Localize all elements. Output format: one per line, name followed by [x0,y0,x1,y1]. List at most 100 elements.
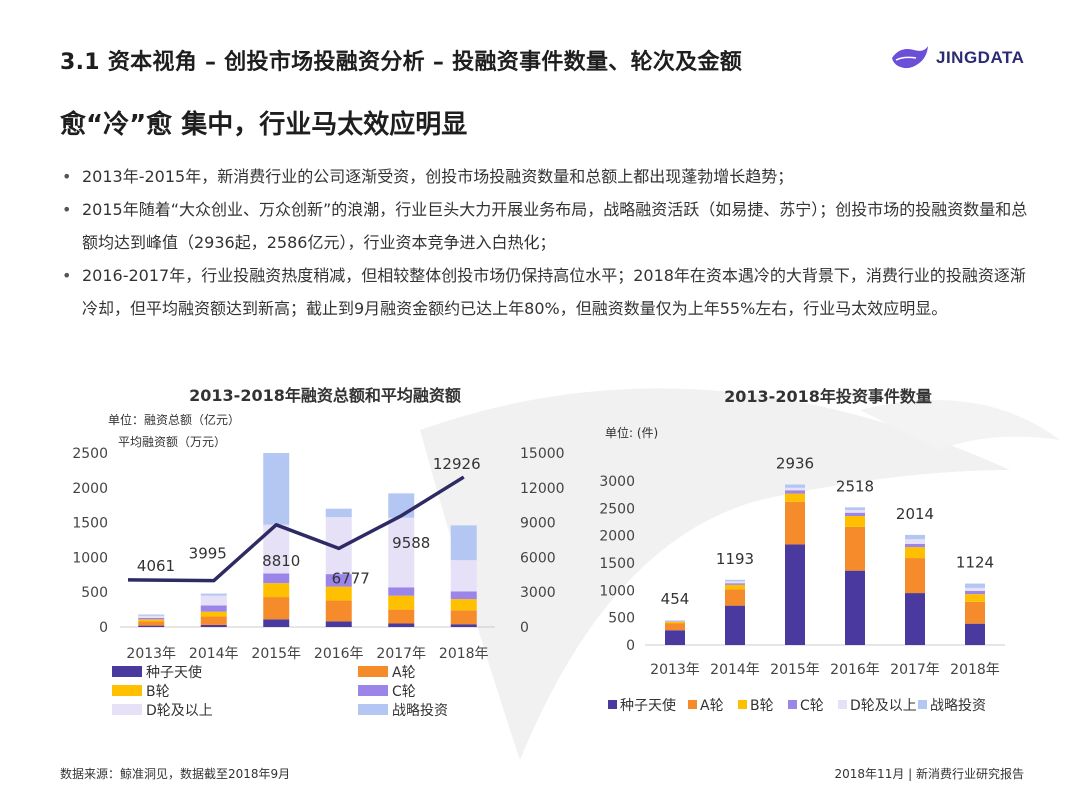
chart1-title: 2013-2018年融资总额和平均融资额 [189,386,461,405]
chart1-legend-label: 战略投资 [392,703,448,719]
chart1-line-label: 9588 [392,534,430,552]
chart2-bar-b [965,594,985,602]
bullet-item: 2016-2017年，行业投融资热度稍减，但相较整体创投市场仍保持高位水平；20… [60,259,1030,325]
chart2-bar-a [845,526,865,571]
chart2-ytick: 3000 [599,474,635,490]
chart1-bar-seed [450,624,477,627]
chart2-bar-b [785,493,805,502]
chart2-bar-a [665,623,685,631]
chart1-bar-seed [388,623,415,627]
chart2-legend-label: C轮 [800,698,824,714]
chart1-legend-swatch [112,666,142,677]
chart1-bar-b [325,586,352,601]
chart1-legend-label: 种子天使 [146,664,202,681]
chart2-bar-seed [965,623,985,645]
chart1-bar-d [138,615,165,618]
chart1-line-label: 3995 [189,545,227,563]
chart2-ytick: 500 [608,611,635,627]
chart1-bar-b [138,619,165,622]
chart1-bar-c [138,617,165,620]
chart1-bar-a [325,600,352,622]
whale-logo-icon [892,46,928,69]
chart1-ytick: 1500 [72,516,108,532]
chart1-ytick-right: 9000 [520,516,556,532]
chart1-bar-strategic [450,525,477,561]
chart1-legend-label: D轮及以上 [146,703,213,719]
chart1-legend-label: A轮 [392,665,416,681]
chart2-bar-strategic [725,579,745,582]
chart2-bar-strategic [665,620,685,621]
logo-text: JINGDATA [936,48,1025,67]
chart1-xtick: 2016年 [314,646,364,662]
chart2-xtick: 2017年 [890,662,940,678]
chart2-bar-b [665,621,685,624]
chart1-ytick: 0 [99,620,108,636]
chart2-bar-b [845,515,865,527]
chart1-bar-a [200,616,227,625]
chart2-total-label: 1193 [716,550,754,568]
chart2-bar-seed [725,605,745,645]
chart1-bar-b [263,583,290,598]
chart1-bar-strategic [138,614,165,616]
chart1-unit-left: 单位：融资总额（亿元） [108,412,240,427]
chart1-ytick-right: 12000 [520,481,565,497]
chart2-bar-seed [785,544,805,645]
bullet-list: 2013年-2015年，新消费行业的公司逐渐受资，创投市场投融资数量和总额上都出… [60,160,1030,325]
chart2-ytick: 1000 [599,583,635,599]
chart2-ytick: 0 [626,638,635,654]
chart2-ytick: 1500 [599,556,635,572]
chart2-bar-strategic [965,583,985,588]
chart1-ytick-right: 6000 [520,550,556,566]
chart1-bar-strategic [388,493,415,518]
chart2-total-label: 454 [661,590,690,608]
chart1-bar-c [450,591,477,600]
chart1-legend-swatch [112,704,142,715]
chart2-title: 2013-2018年投资事件数量 [724,387,932,406]
chart2-bar-c [905,543,925,548]
chart2-xtick: 2018年 [950,662,1000,678]
bullet-item: 2015年随着“大众创业、万众创新”的浪潮，行业巨头大力开展业务布局，战略融资活… [60,193,1030,259]
chart1-bar-d [200,595,227,606]
chart2-bar-strategic [905,534,925,540]
chart2-bar-c [845,512,865,516]
chart1-bar-strategic [200,593,227,596]
chart2-bar-c [785,490,805,494]
chart1-bar-seed [138,625,165,627]
chart2-bar-d [785,487,805,491]
chart2-legend-swatch [918,700,927,709]
chart2-bar-strategic [845,507,865,511]
chart2-bar-d [845,510,865,513]
chart1-bar-d [388,517,415,588]
chart2-legend-swatch [608,700,617,709]
report-info: 2018年11月 | 新消费行业研究报告 [834,767,1024,781]
chart1-bar-d [450,560,477,592]
chart1-ytick-right: 0 [520,620,529,636]
chart2-bar-strategic [785,484,805,488]
chart2-bar-seed [665,630,685,645]
chart1-xtick: 2017年 [376,646,426,662]
chart2-total-label: 2518 [836,477,874,495]
chart1-ytick-right: 15000 [520,446,565,462]
chart1-ytick: 2000 [72,481,108,497]
chart1-legend-label: C轮 [392,684,416,700]
chart1-unit-right: 平均融资额（万元） [118,435,226,449]
chart2-unit: 单位: (件) [605,425,658,440]
chart2-legend-swatch [688,700,697,709]
chart1-line-label: 4061 [137,557,175,575]
chart1-xtick: 2015年 [251,646,301,662]
chart1-bar-a [263,597,290,620]
chart2-bar-a [785,501,805,545]
chart2-bar-c [725,583,745,585]
chart2-bar-seed [905,593,925,645]
chart1-legend-swatch [358,666,388,677]
chart1-bar-c [200,605,227,612]
chart1-legend-swatch [358,704,388,715]
chart2-bar-b [905,547,925,559]
chart2-legend-label: 种子天使 [620,697,676,714]
chart1-legend-label: B轮 [146,684,170,700]
chart1-bar-a [450,610,477,625]
chart1-bar-seed [325,621,352,627]
chart2-legend-label: B轮 [750,698,774,714]
chart2-legend-label: 战略投资 [930,698,986,714]
